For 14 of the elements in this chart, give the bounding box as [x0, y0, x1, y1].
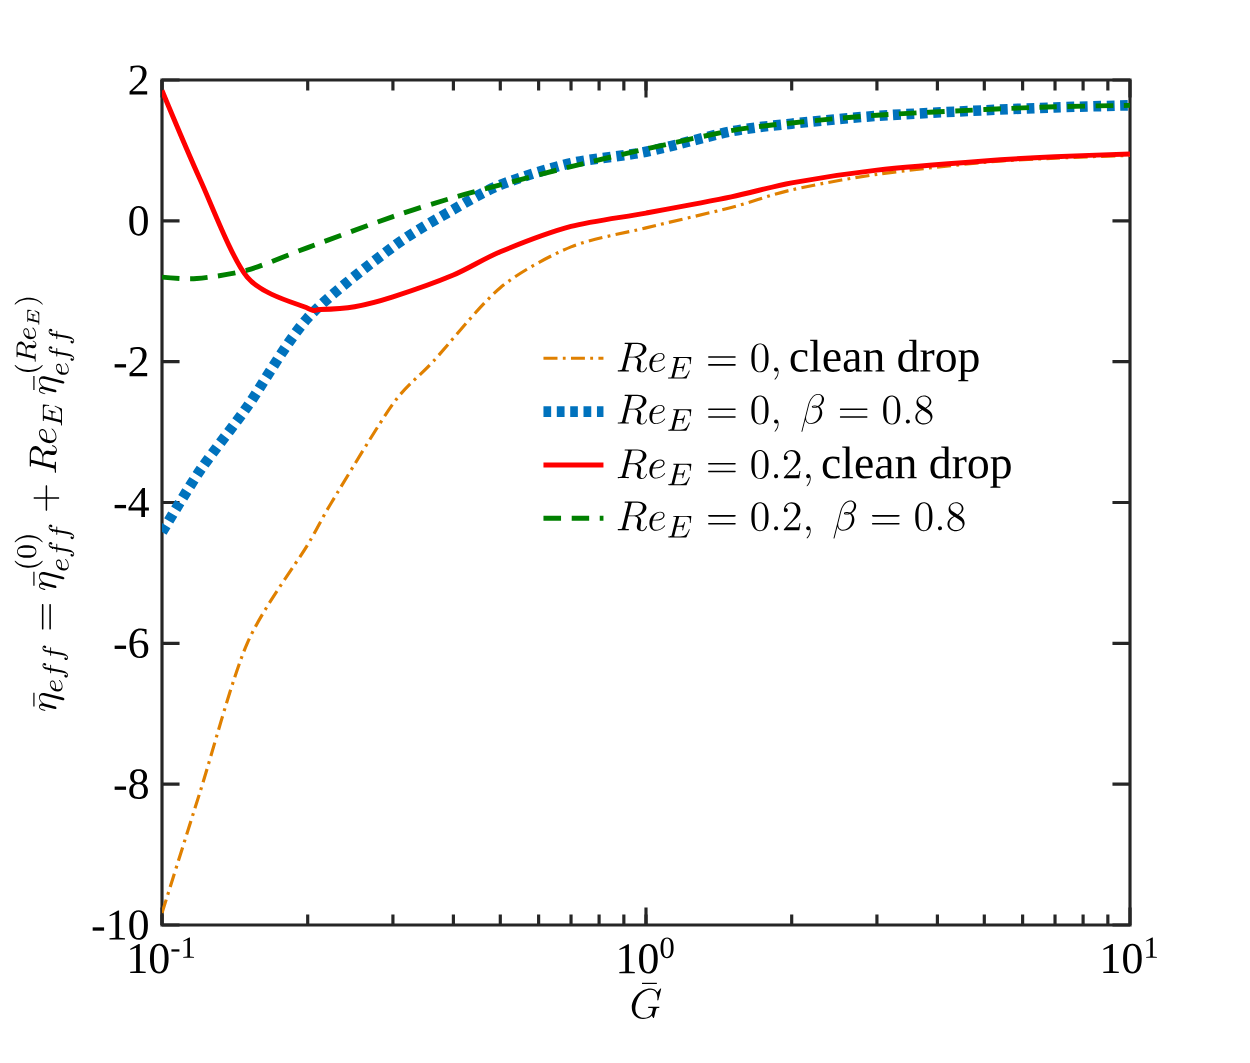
- y-tick-label: 0: [129, 206, 148, 236]
- y-tick-label: -4: [114, 488, 149, 517]
- legend-label: $Re_E = 0,\mathrm{clean\ drop}$: [617, 339, 979, 382]
- legend-label: $Re_E = 0,\ \beta = 0.8$: [617, 393, 933, 432]
- legend-label: $Re_E = 0.2,\mathrm{clean\ drop}$: [617, 446, 1011, 488]
- x-tick-label: 10$^{0}$: [619, 937, 674, 974]
- x-axis-title: $\bar{G}$: [631, 982, 662, 1020]
- legend-label: $Re_E = 0.2,\ \beta = 0.8$: [617, 500, 965, 539]
- y-tick-label: -2: [114, 347, 148, 377]
- y-tick-label: -8: [114, 769, 148, 799]
- x-tick-label: 10$^{1}$: [1103, 937, 1157, 974]
- y-tick-label: -6: [114, 628, 149, 659]
- y-axis-title: $\bar{\eta}_{eff} = \bar{\eta}_{eff}^{(0)} + Re_E\,\bar{\eta}_{eff}^{(Re_E)}$: [14, 297, 75, 711]
- y-tick-label: 2: [129, 65, 148, 95]
